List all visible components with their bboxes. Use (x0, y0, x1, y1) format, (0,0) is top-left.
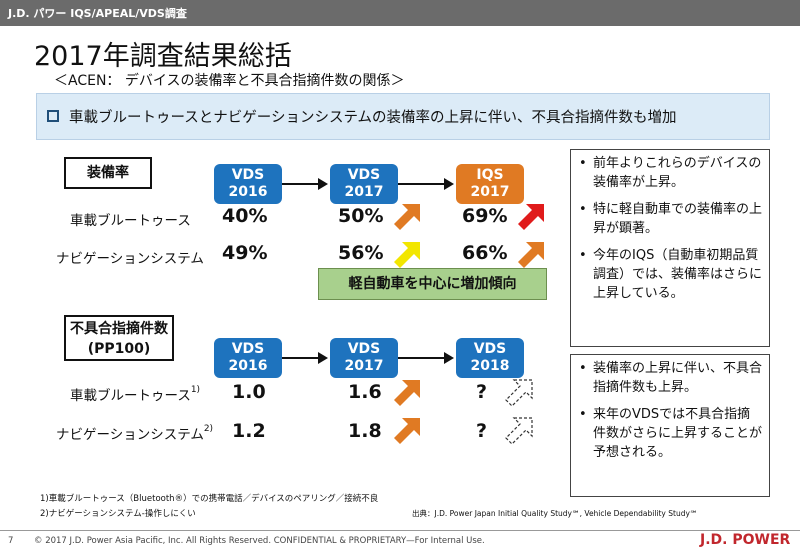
s2-col-vds2017-line1: VDS (347, 341, 381, 357)
s1-navigation-iqs2017: 66% (462, 242, 508, 264)
trend-up-arrow-icon (518, 204, 544, 230)
s2-bluetooth-vds2016: 1.0 (232, 381, 266, 403)
s1-col-vds2016-line2: 2016 (228, 184, 268, 200)
s2-arrow-1-head (318, 352, 328, 364)
s2-col-vds2018: VDS 2018 (456, 338, 524, 378)
side-note-top-3: 今年のIQS（自動車初期品質調査）では、装備率はさらに上昇している。 (579, 246, 763, 303)
s1-arrow-1-head (318, 178, 328, 190)
s1-row-navigation-label: ナビゲーションシステム (56, 251, 204, 267)
page-subtitle: ＜ACEN： デバイスの装備率と不具合指摘件数の関係＞ (54, 73, 405, 89)
s1-bluetooth-vds2016: 40% (222, 205, 268, 227)
defect-count-label: 不具合指摘件数 (PP100) (64, 315, 174, 361)
checkbox-bullet-icon (47, 110, 59, 122)
trend-up-arrow-icon (394, 418, 420, 444)
s2-row-navigation-label: ナビゲーションシステム2) (56, 423, 213, 443)
increase-trend-callout: 軽自動車を中心に増加傾向 (318, 268, 547, 300)
s1-col-vds2017-line1: VDS (347, 167, 381, 183)
s2-col-vds2016-line2: 2016 (228, 358, 268, 374)
s2-arrow-2-head (444, 352, 454, 364)
footnote-2: 2)ナビゲーションシステム-操作しにくい (40, 509, 196, 519)
s2-arrow-2 (398, 357, 446, 359)
s1-row-bluetooth-label: 車載ブルートゥース (70, 213, 191, 229)
s1-col-iqs2017-line2: 2017 (470, 184, 510, 200)
page-title: 2017年調査結果総括 (34, 41, 292, 72)
trend-up-arrow-icon (394, 242, 420, 268)
footnote-ref-1: 1) (190, 385, 201, 395)
s2-bluetooth-vds2017: 1.6 (348, 381, 382, 403)
s2-col-vds2017-line2: 2017 (344, 358, 384, 374)
s1-bluetooth-iqs2017: 69% (462, 205, 508, 227)
s2-arrow-1 (282, 357, 320, 359)
s1-navigation-vds2016: 49% (222, 242, 268, 264)
headline-text: 車載ブルートゥースとナビゲーションシステムの装備率の上昇に伴い、不具合指摘件数も… (69, 110, 677, 126)
s1-navigation-vds2017: 56% (338, 242, 384, 264)
s1-arrow-2-head (444, 178, 454, 190)
headline-box: 車載ブルートゥースとナビゲーションシステムの装備率の上昇に伴い、不具合指摘件数も… (36, 93, 770, 140)
top-bar: J.D. パワー IQS/APEAL/VDS調査 (0, 0, 800, 26)
s2-col-vds2016-line1: VDS (231, 341, 265, 357)
s2-row-bluetooth-label: 車載ブルートゥース1) (70, 384, 200, 404)
top-bar-text: J.D. パワー IQS/APEAL/VDS調査 (8, 7, 187, 20)
side-note-bottom-1: 装備率の上昇に伴い、不具合指摘件数も上昇。 (579, 359, 763, 397)
s2-navigation-vds2017: 1.8 (348, 420, 382, 442)
footer-divider (0, 530, 800, 531)
s1-col-vds2017-line2: 2017 (344, 184, 384, 200)
s2-navigation-vds2016: 1.2 (232, 420, 266, 442)
predicted-up-arrow-icon (505, 379, 533, 407)
side-notes-top: 前年よりこれらのデバイスの装備率が上昇。 特に軽自動車での装備率の上昇が顕著。 … (570, 149, 770, 347)
side-note-bottom-2: 来年のVDSでは不具合指摘件数がさらに上昇することが予想される。 (579, 405, 763, 462)
s1-arrow-1 (282, 183, 320, 185)
s1-col-vds2016: VDS 2016 (214, 164, 282, 204)
source-note: 出典：J.D. Power Japan Initial Quality Stud… (412, 509, 698, 518)
page-number: 7 (8, 536, 14, 546)
s2-col-vds2017: VDS 2017 (330, 338, 398, 378)
footnote-1: 1)車載ブルートゥース（Bluetooth®）での携帯電話／デバイスのペアリング… (40, 494, 379, 504)
s2-col-vds2018-line1: VDS (473, 341, 507, 357)
defect-count-label-line2: (PP100) (87, 341, 151, 357)
side-note-top-2: 特に軽自動車での装備率の上昇が顕著。 (579, 200, 763, 238)
s2-bluetooth-vds2018: ? (476, 381, 488, 403)
s1-col-iqs2017: IQS 2017 (456, 164, 524, 204)
equipment-rate-label: 装備率 (64, 157, 152, 189)
s1-col-vds2016-line1: VDS (231, 167, 265, 183)
copyright-text: © 2017 J.D. Power Asia Pacific, Inc. All… (34, 536, 485, 546)
predicted-up-arrow-icon (505, 417, 533, 445)
trend-up-arrow-icon (394, 380, 420, 406)
side-notes-bottom: 装備率の上昇に伴い、不具合指摘件数も上昇。 来年のVDSでは不具合指摘件数がさら… (570, 354, 770, 497)
s1-bluetooth-vds2017: 50% (338, 205, 384, 227)
side-note-top-1: 前年よりこれらのデバイスの装備率が上昇。 (579, 154, 763, 192)
s2-navigation-vds2018: ? (476, 420, 488, 442)
s2-col-vds2018-line2: 2018 (470, 358, 510, 374)
s1-col-iqs2017-line1: IQS (476, 167, 504, 183)
s1-col-vds2017: VDS 2017 (330, 164, 398, 204)
defect-count-label-line1: 不具合指摘件数 (70, 321, 168, 337)
footnote-ref-2: 2) (203, 424, 214, 434)
s2-col-vds2016: VDS 2016 (214, 338, 282, 378)
s2-row-navigation-text: ナビゲーションシステム (56, 427, 204, 443)
s2-row-bluetooth-text: 車載ブルートゥース (70, 388, 191, 404)
brand-logo: J.D. POWER (700, 532, 791, 548)
trend-up-arrow-icon (518, 242, 544, 268)
trend-up-arrow-icon (394, 204, 420, 230)
s1-arrow-2 (398, 183, 446, 185)
